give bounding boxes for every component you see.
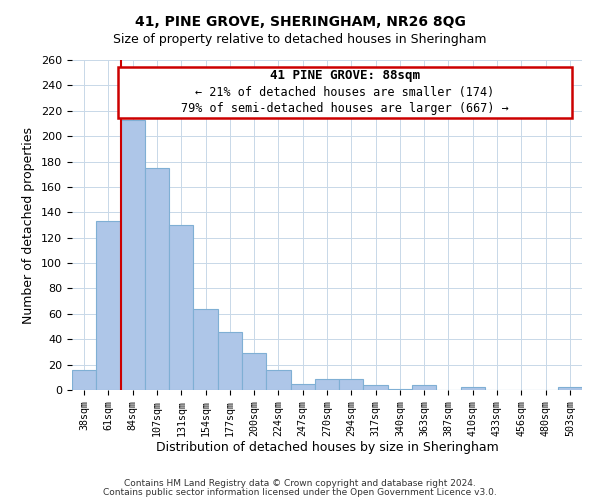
Bar <box>169 225 193 390</box>
Text: 79% of semi-detached houses are larger (667) →: 79% of semi-detached houses are larger (… <box>181 102 509 115</box>
Bar <box>121 120 145 390</box>
Bar <box>72 370 96 390</box>
Bar <box>290 384 315 390</box>
Bar <box>145 168 169 390</box>
X-axis label: Distribution of detached houses by size in Sheringham: Distribution of detached houses by size … <box>155 442 499 454</box>
Text: Contains public sector information licensed under the Open Government Licence v3: Contains public sector information licen… <box>103 488 497 497</box>
Text: 41, PINE GROVE, SHERINGHAM, NR26 8QG: 41, PINE GROVE, SHERINGHAM, NR26 8QG <box>134 15 466 29</box>
Bar <box>315 378 339 390</box>
FancyBboxPatch shape <box>118 66 572 118</box>
Bar <box>461 388 485 390</box>
Bar <box>364 385 388 390</box>
Bar <box>218 332 242 390</box>
Bar <box>266 370 290 390</box>
Bar <box>193 309 218 390</box>
Text: ← 21% of detached houses are smaller (174): ← 21% of detached houses are smaller (17… <box>195 86 494 98</box>
Y-axis label: Number of detached properties: Number of detached properties <box>22 126 35 324</box>
Text: Size of property relative to detached houses in Sheringham: Size of property relative to detached ho… <box>113 32 487 46</box>
Bar <box>388 388 412 390</box>
Bar <box>412 385 436 390</box>
Bar <box>558 388 582 390</box>
Bar <box>242 353 266 390</box>
Text: 41 PINE GROVE: 88sqm: 41 PINE GROVE: 88sqm <box>270 70 420 82</box>
Bar <box>339 378 364 390</box>
Text: Contains HM Land Registry data © Crown copyright and database right 2024.: Contains HM Land Registry data © Crown c… <box>124 479 476 488</box>
Bar <box>96 221 121 390</box>
